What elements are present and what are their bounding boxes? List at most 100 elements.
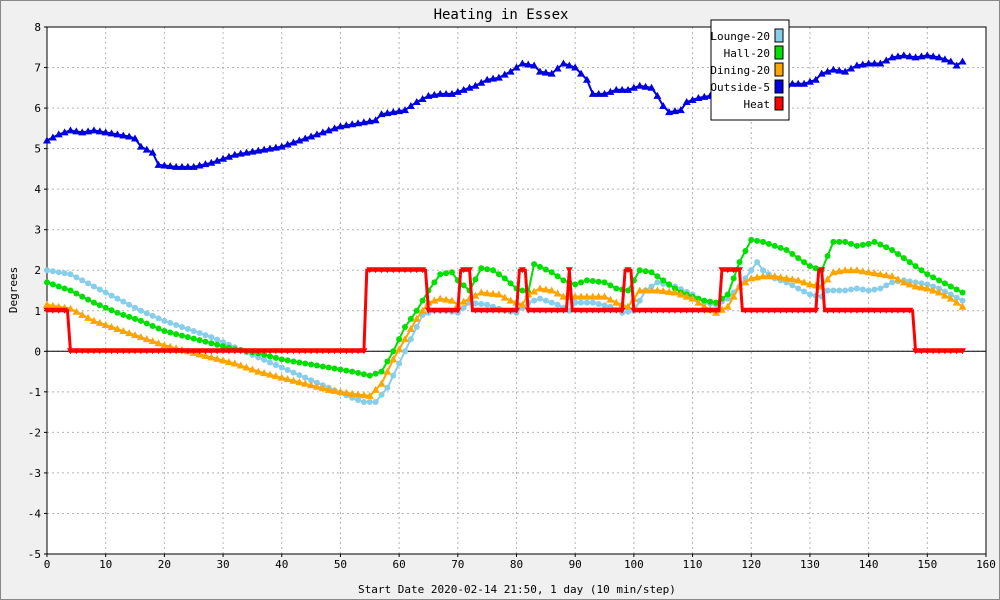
data-point xyxy=(653,286,662,294)
data-point xyxy=(331,348,339,355)
data-point xyxy=(412,314,421,322)
data-point xyxy=(72,307,81,315)
data-point xyxy=(131,134,140,142)
data-point xyxy=(61,270,68,277)
data-point xyxy=(824,287,831,294)
data-point xyxy=(876,307,884,314)
data-point xyxy=(267,353,274,360)
data-point xyxy=(372,370,379,377)
data-point xyxy=(912,263,919,270)
data-point xyxy=(202,338,209,345)
data-point xyxy=(606,307,614,314)
data-point xyxy=(89,316,98,324)
data-point xyxy=(447,296,456,304)
data-point xyxy=(577,292,586,300)
data-point xyxy=(935,288,944,296)
data-point xyxy=(583,299,590,306)
data-point xyxy=(952,61,961,69)
data-point xyxy=(899,278,908,286)
data-point xyxy=(307,381,316,389)
legend-label-hall-20: Hall-20 xyxy=(724,47,770,60)
data-point xyxy=(870,307,878,314)
data-point xyxy=(460,304,467,311)
legend-label-outside-5: Outside-5 xyxy=(710,81,770,94)
data-point xyxy=(72,127,81,135)
y-tick-label: 7 xyxy=(34,62,41,75)
data-point xyxy=(899,51,908,59)
data-point xyxy=(847,266,856,274)
data-point xyxy=(48,133,57,141)
data-point xyxy=(912,279,919,286)
data-point xyxy=(113,325,122,333)
legend-swatch-hall-20 xyxy=(774,45,784,60)
data-point xyxy=(929,52,938,60)
data-point xyxy=(330,386,339,394)
data-point xyxy=(706,307,714,314)
data-point xyxy=(853,242,860,249)
data-point xyxy=(348,389,357,397)
data-point xyxy=(407,267,415,274)
data-point xyxy=(582,75,591,83)
data-point xyxy=(224,152,233,160)
data-point xyxy=(289,348,297,355)
data-point xyxy=(471,81,480,89)
data-point xyxy=(806,307,814,314)
data-point xyxy=(940,291,949,299)
data-point xyxy=(547,69,556,77)
data-point xyxy=(184,334,191,341)
x-tick-label: 50 xyxy=(334,558,347,571)
data-point xyxy=(196,337,203,344)
data-point xyxy=(302,374,309,381)
data-point xyxy=(524,60,533,68)
data-point xyxy=(196,348,204,355)
data-point xyxy=(472,276,479,283)
data-point xyxy=(852,266,861,274)
data-point xyxy=(483,307,491,314)
data-point xyxy=(759,307,767,314)
data-point xyxy=(430,307,438,314)
data-point xyxy=(800,307,808,314)
data-point xyxy=(266,348,274,355)
data-point xyxy=(800,278,809,286)
data-point xyxy=(876,270,885,278)
data-point xyxy=(905,52,914,60)
data-point xyxy=(765,307,773,314)
data-point xyxy=(941,288,948,295)
data-point xyxy=(642,268,649,275)
data-point xyxy=(747,307,755,314)
data-point xyxy=(401,267,409,274)
data-point xyxy=(119,131,128,139)
data-point xyxy=(277,373,286,381)
data-point xyxy=(559,292,568,300)
data-point xyxy=(559,59,568,67)
data-point xyxy=(647,286,656,294)
data-point xyxy=(67,271,74,278)
data-point xyxy=(530,287,539,295)
data-point xyxy=(795,285,802,292)
data-point xyxy=(301,348,309,355)
data-point xyxy=(377,379,386,387)
data-point xyxy=(542,266,549,273)
data-point xyxy=(166,162,175,170)
data-point xyxy=(383,367,392,375)
data-point xyxy=(79,293,86,300)
data-point xyxy=(371,385,380,393)
data-point xyxy=(324,126,333,134)
data-point xyxy=(342,348,350,355)
data-point xyxy=(160,341,169,349)
y-tick-label: -2 xyxy=(28,426,41,439)
data-point xyxy=(601,307,609,314)
data-point xyxy=(190,335,197,342)
data-point xyxy=(618,85,627,93)
data-point xyxy=(48,301,57,309)
data-point xyxy=(736,267,744,274)
data-point xyxy=(659,287,668,295)
data-point xyxy=(636,297,643,304)
data-point xyxy=(43,136,51,144)
data-point xyxy=(800,79,809,87)
data-point xyxy=(371,116,380,124)
data-point xyxy=(377,110,386,118)
data-point xyxy=(782,307,790,314)
data-point xyxy=(818,267,826,274)
data-point xyxy=(477,307,485,314)
